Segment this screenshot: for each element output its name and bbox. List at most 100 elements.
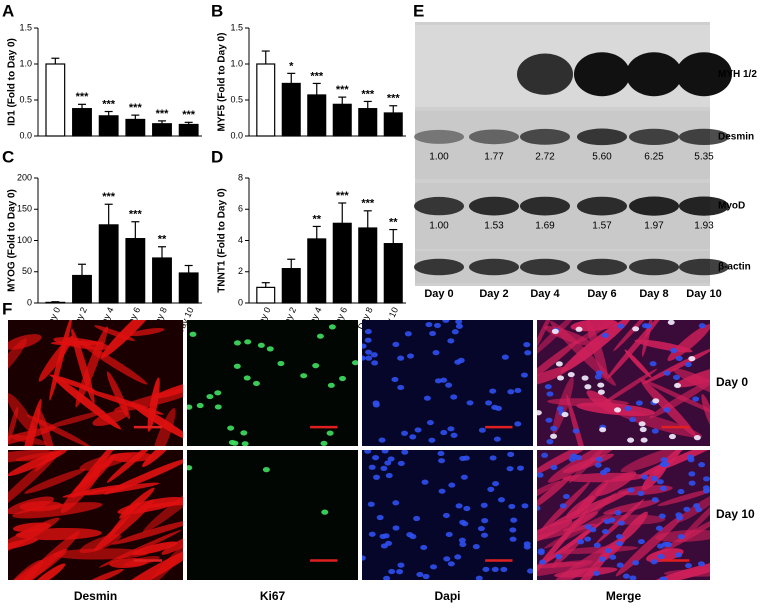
nucleus <box>595 370 603 376</box>
nucleus <box>316 333 324 339</box>
blot-strip <box>415 183 710 249</box>
nucleus <box>629 575 637 580</box>
nucleus <box>214 390 222 396</box>
nucleus <box>616 562 624 568</box>
panel-label: E <box>413 1 424 20</box>
nucleus <box>601 332 609 339</box>
nucleus <box>597 382 605 388</box>
blot-band <box>679 258 729 276</box>
nucleus <box>445 382 453 388</box>
blot-band <box>520 128 570 145</box>
y-tick-label: 0.0 <box>230 130 243 140</box>
nucleus <box>609 554 617 560</box>
cell-body <box>77 450 131 489</box>
nucleus <box>414 427 422 433</box>
significance: *** <box>310 70 324 82</box>
nucleus <box>510 517 518 523</box>
nucleus <box>404 331 412 337</box>
panel-label: F <box>2 299 12 318</box>
nucleus <box>448 482 456 488</box>
nucleus <box>545 417 553 423</box>
cell-body <box>24 468 86 494</box>
nucleus <box>670 347 678 354</box>
bar <box>307 94 327 137</box>
nucleus <box>409 434 417 440</box>
nucleus <box>362 343 367 349</box>
cell-body <box>550 320 616 386</box>
nucleus <box>649 361 657 367</box>
nucleus <box>527 568 533 574</box>
nucleus <box>397 355 405 361</box>
nucleus <box>637 490 645 497</box>
cell-body <box>8 338 27 379</box>
cell-body <box>15 398 42 446</box>
nucleus <box>485 400 493 406</box>
nucleus <box>584 384 592 390</box>
significance: *** <box>102 98 116 110</box>
nucleus <box>438 458 446 464</box>
cell-body <box>106 450 156 483</box>
bar <box>178 123 199 137</box>
nucleus <box>434 378 442 384</box>
significance: *** <box>336 190 350 202</box>
nucleus <box>688 480 696 486</box>
nucleus <box>544 384 552 390</box>
nucleus <box>658 513 666 519</box>
nucleus <box>659 485 667 491</box>
nucleus <box>244 339 252 345</box>
nucleus <box>472 544 480 550</box>
cell-body <box>38 335 74 382</box>
row-label: Day 0 <box>716 375 748 389</box>
significance: *** <box>361 198 375 210</box>
nucleus <box>509 536 517 542</box>
cell-body <box>15 527 102 541</box>
cell-body <box>549 489 633 527</box>
nucleus <box>489 455 497 461</box>
cell-body <box>537 366 569 386</box>
nucleus <box>703 476 710 482</box>
cell-body <box>556 546 638 554</box>
nucleus <box>684 361 692 368</box>
bar <box>256 63 276 137</box>
nucleus <box>599 427 607 433</box>
blot-band <box>469 129 519 145</box>
nucleus <box>457 357 465 363</box>
bar <box>45 301 66 304</box>
nucleus <box>508 503 516 510</box>
cell-body <box>79 341 148 385</box>
bar <box>383 243 403 304</box>
nucleus <box>455 323 463 329</box>
bar <box>281 268 301 304</box>
y-tick-label: 1.0 <box>230 58 243 68</box>
micrograph <box>187 450 358 580</box>
nucleus <box>450 432 458 438</box>
blot-band <box>629 128 679 145</box>
nucleus <box>241 441 249 446</box>
nucleus <box>362 355 366 361</box>
desmin-quant: 5.35 <box>694 152 714 163</box>
cell-body <box>537 450 594 476</box>
y-tick-label: 150 <box>17 204 32 214</box>
nucleus <box>546 439 554 445</box>
cell-body <box>657 489 710 507</box>
nucleus <box>459 541 467 548</box>
nucleus <box>475 575 483 580</box>
y-tick-label: 0.0 <box>19 130 32 140</box>
nucleus <box>454 554 462 560</box>
nucleus <box>445 531 453 538</box>
nucleus <box>656 543 664 549</box>
nucleus <box>688 356 696 362</box>
y-tick-label: 0 <box>238 297 243 307</box>
bar <box>125 118 146 137</box>
nucleus <box>373 474 381 480</box>
cell-body <box>537 320 577 357</box>
y-tick-label: 4 <box>238 235 243 245</box>
nucleus <box>433 322 441 329</box>
nucleus <box>327 382 335 388</box>
nucleus <box>507 451 515 457</box>
nucleus <box>407 353 415 359</box>
nucleus <box>601 528 609 535</box>
significance: *** <box>76 91 90 103</box>
significance: *** <box>156 108 170 120</box>
y-tick-label: 1.5 <box>19 22 32 32</box>
